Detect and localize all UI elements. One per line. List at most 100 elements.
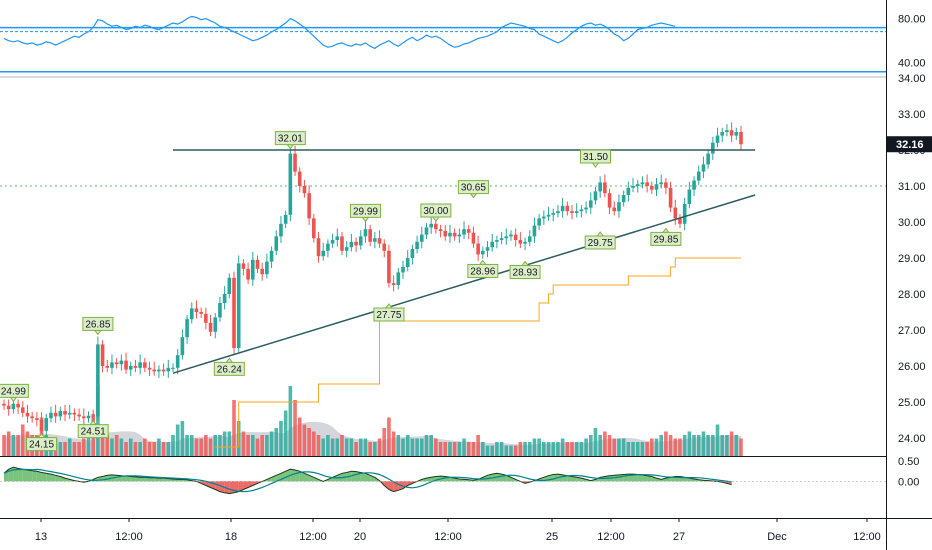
price-label-pointer [591, 162, 600, 168]
candle-body [297, 171, 302, 186]
volume-bar [269, 431, 274, 456]
candle-body [96, 344, 100, 417]
price-label-text: 32.01 [278, 134, 303, 145]
candle-body [312, 218, 316, 239]
volume-bar [513, 445, 518, 456]
volume-bar [495, 442, 499, 456]
volume-bar [645, 442, 649, 456]
price-label-box [373, 307, 405, 322]
volume-bar [452, 442, 457, 456]
volume-bar [673, 438, 678, 456]
candle-body [25, 412, 30, 417]
time-tick-label: 27 [673, 531, 685, 543]
candle-body [715, 135, 720, 143]
volume-bar [326, 435, 330, 456]
candle-body [598, 182, 602, 192]
candle-body [584, 207, 588, 210]
candle-body [659, 182, 663, 185]
volume-bar [711, 435, 715, 456]
candle-body [509, 234, 513, 237]
price-label: 27.75 [373, 303, 405, 322]
time-tick-label: Dec [767, 531, 787, 543]
price-label-text: 29.99 [353, 206, 378, 217]
volume-bar [105, 435, 110, 456]
oscillator-area-segment [22, 469, 28, 482]
candle-body [518, 240, 523, 244]
volume-bar [739, 438, 743, 456]
price-label-box [650, 231, 682, 246]
candle-body [612, 207, 617, 212]
volume-bar [448, 442, 452, 456]
volume-ma-area [4, 421, 741, 456]
candle-body [635, 184, 640, 186]
candle-body [133, 366, 138, 368]
volume-bar [100, 424, 105, 456]
volume-bar [180, 421, 185, 456]
volume-bar [330, 438, 335, 456]
volume-bar [166, 442, 171, 456]
oscillator-area-segment [642, 474, 648, 482]
candle-body [288, 153, 293, 215]
volume-bar [654, 438, 659, 456]
price-label-text: 29.75 [588, 238, 613, 249]
volume-bar [701, 431, 706, 456]
oscillator-area-segment [360, 472, 366, 482]
volume-bar [321, 438, 326, 456]
oscillator-area-segment [158, 478, 164, 482]
oscillator-area-segment [144, 477, 150, 482]
candle-body [504, 236, 509, 239]
price-label: 30.00 [420, 203, 452, 222]
candle-body [82, 416, 86, 419]
volume-bar [424, 435, 429, 456]
time-tick-label: 12:00 [299, 531, 327, 543]
candle-body [419, 234, 424, 242]
volume-bar [410, 438, 415, 456]
price-label-pointer [661, 227, 670, 233]
oscillator-area-segment [271, 475, 277, 482]
candle-body [326, 243, 330, 251]
oscillator-area-segment [149, 477, 155, 482]
volume-bar [476, 435, 480, 456]
candle-body [16, 403, 20, 408]
price-label-text: 31.50 [583, 152, 608, 163]
candle-body [701, 164, 706, 172]
volume-bar [678, 438, 682, 456]
volume-bar [86, 435, 91, 456]
candle-body [424, 227, 429, 235]
time-tick-label: 12:00 [597, 531, 625, 543]
volume-bar [471, 442, 476, 456]
volume-bar [260, 435, 264, 456]
oscillator-area-segment [506, 475, 511, 482]
oscillator-area-segment [55, 475, 61, 482]
candle-body [166, 367, 171, 372]
volume-bar [344, 438, 349, 456]
price-label-box [467, 263, 499, 278]
volume-bar [391, 431, 396, 456]
candle-body [593, 191, 598, 201]
volume-bar [579, 442, 584, 456]
price-label-text: 28.93 [513, 268, 538, 279]
candle-body [682, 204, 687, 224]
volume-bar [415, 438, 419, 456]
candle-body [640, 182, 645, 185]
volume-bar [462, 438, 466, 456]
oscillator-area-segment [572, 476, 577, 482]
volume-bar [288, 386, 293, 456]
candle-body [171, 367, 175, 369]
candle-body [466, 229, 471, 233]
volume-bar [312, 431, 316, 456]
volume-bar [72, 442, 77, 456]
oscillator-area-segment [27, 470, 33, 482]
volume-bar [725, 435, 729, 456]
candle-body [706, 153, 710, 165]
volume-bar [556, 442, 560, 456]
candle-body [6, 405, 11, 410]
price-label: 29.75 [584, 231, 616, 250]
price-label-box [213, 361, 245, 376]
oscillator-area-segment [140, 477, 145, 482]
oscillator-area-segment [581, 478, 587, 482]
volume-bar [302, 424, 307, 456]
candle-body [189, 308, 194, 320]
